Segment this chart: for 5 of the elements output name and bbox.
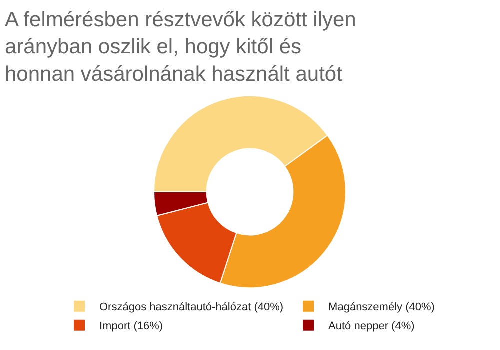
legend-label: Autó nepper (4%) [328, 320, 415, 333]
legend-label: Magánszemély (40%) [328, 302, 435, 314]
legend-label: Import (16%) [100, 320, 164, 333]
chart-title: A felmérésben résztvevők között ilyen arányban oszlik el, hogy kitől és honnan vásárolnának használt autót [5, 8, 356, 86]
legend-label: Országos használtautó-hálózat (40%) [100, 302, 284, 314]
